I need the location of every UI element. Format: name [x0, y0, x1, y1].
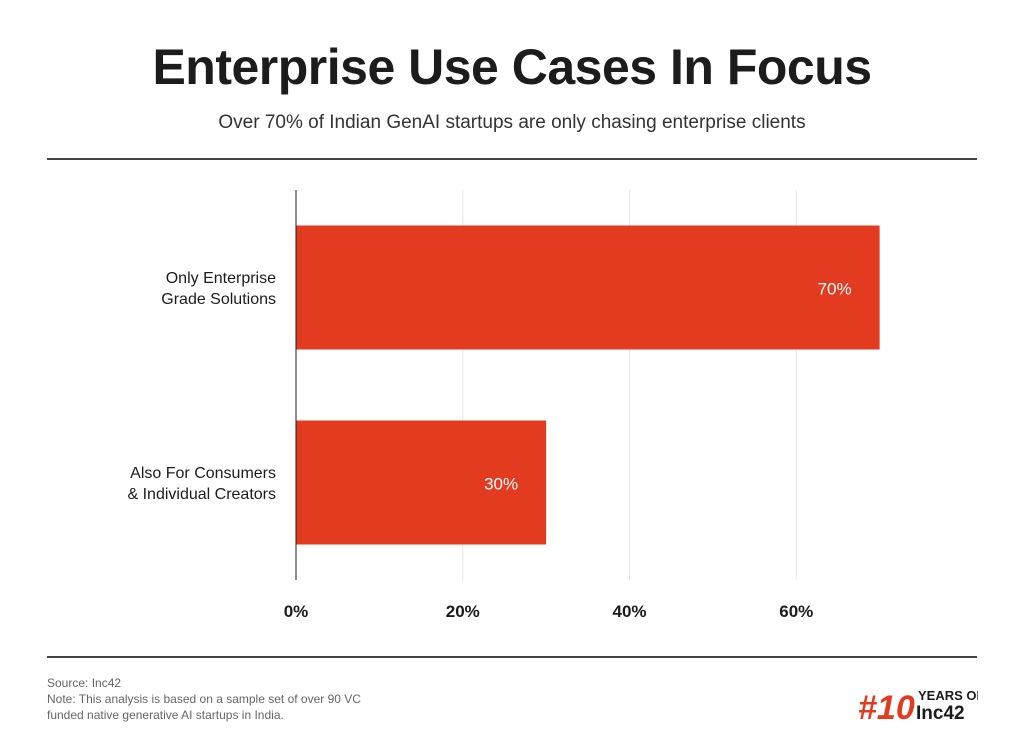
category-label: Grade Solutions [161, 291, 276, 308]
bottom-divider [47, 656, 977, 658]
source-text: Source: Inc42 [47, 676, 122, 690]
x-tick-label: 0% [284, 602, 309, 621]
inc42-ten-years-logo: #10 YEARS OF Inc42 [858, 688, 978, 722]
x-tick-label: 20% [446, 602, 480, 621]
bar-0 [296, 225, 880, 350]
footnote: Source: Inc42 Note: This analysis is bas… [47, 675, 361, 723]
x-tick-label: 60% [779, 602, 813, 621]
top-divider [47, 158, 977, 160]
category-label: Only Enterprise [166, 270, 276, 287]
bar-value-label: 30% [484, 475, 518, 494]
logo-number: #10 [858, 689, 915, 722]
note-text-line1: Note: This analysis is based on a sample… [47, 692, 361, 706]
chart-subtitle: Over 70% of Indian GenAI startups are on… [218, 112, 806, 133]
logo-inc42: Inc42 [916, 703, 965, 722]
chart-title: Enterprise Use Cases In Focus [152, 39, 872, 95]
category-label: Also For Consumers [130, 465, 276, 482]
bar-value-label: 70% [818, 280, 852, 299]
note-text-line2: funded native generative AI startups in … [47, 708, 284, 722]
logo-years-of: YEARS OF [918, 688, 978, 703]
category-label: & Individual Creators [127, 486, 276, 503]
x-tick-label: 40% [612, 602, 646, 621]
bar-1 [296, 420, 547, 545]
